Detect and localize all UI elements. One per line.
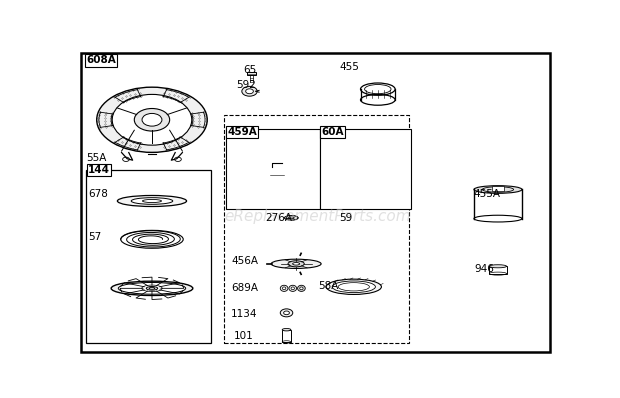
Ellipse shape [293, 263, 299, 265]
Ellipse shape [288, 261, 304, 267]
Polygon shape [350, 155, 379, 190]
Ellipse shape [280, 285, 288, 291]
Text: 455: 455 [339, 62, 359, 72]
Circle shape [280, 309, 293, 317]
Circle shape [112, 94, 192, 145]
Text: 592: 592 [236, 80, 256, 90]
Ellipse shape [298, 285, 305, 291]
Polygon shape [352, 157, 360, 172]
Ellipse shape [489, 265, 507, 268]
Bar [224, 115, 409, 343]
Ellipse shape [474, 185, 522, 193]
Ellipse shape [146, 287, 157, 290]
Text: eReplacementParts.com: eReplacementParts.com [224, 209, 411, 224]
Text: 60A: 60A [322, 127, 344, 137]
Circle shape [246, 89, 254, 94]
Ellipse shape [271, 259, 321, 268]
Ellipse shape [288, 217, 294, 219]
Ellipse shape [289, 285, 296, 291]
Text: 58A: 58A [317, 281, 338, 291]
Text: 456A: 456A [231, 256, 259, 266]
Text: 459A: 459A [228, 127, 257, 137]
Bar [282, 330, 291, 342]
Text: 65: 65 [243, 64, 257, 74]
Ellipse shape [282, 328, 291, 331]
Circle shape [123, 157, 130, 162]
Text: 1134: 1134 [231, 309, 258, 319]
Bar [247, 72, 256, 75]
Ellipse shape [149, 287, 155, 289]
Text: 455A: 455A [474, 189, 501, 199]
Circle shape [175, 157, 181, 162]
Ellipse shape [326, 279, 381, 295]
Ellipse shape [291, 287, 294, 290]
Text: 678: 678 [88, 189, 108, 199]
Text: 689A: 689A [231, 283, 259, 293]
Ellipse shape [332, 281, 375, 293]
Ellipse shape [299, 287, 303, 290]
Polygon shape [352, 157, 360, 172]
Text: 101: 101 [234, 331, 254, 341]
Text: 144: 144 [88, 165, 110, 175]
Text: 276A: 276A [265, 213, 292, 223]
Circle shape [135, 109, 170, 131]
Ellipse shape [111, 281, 193, 295]
Polygon shape [356, 160, 374, 185]
Polygon shape [350, 155, 379, 190]
Ellipse shape [285, 216, 298, 220]
Bar [489, 266, 507, 273]
Ellipse shape [97, 87, 207, 152]
Bar [492, 186, 503, 191]
Bar [270, 166, 284, 183]
Text: 55A: 55A [86, 154, 107, 164]
Bar [320, 129, 412, 209]
Bar [86, 170, 211, 343]
Ellipse shape [131, 198, 173, 204]
Ellipse shape [117, 195, 187, 207]
Text: 59: 59 [339, 213, 353, 223]
Polygon shape [356, 160, 374, 185]
Ellipse shape [288, 217, 294, 219]
Bar [270, 166, 284, 183]
Ellipse shape [283, 287, 286, 290]
Ellipse shape [285, 216, 298, 220]
Ellipse shape [118, 283, 185, 294]
Text: 608A: 608A [86, 55, 116, 65]
Circle shape [142, 113, 162, 126]
Bar [226, 129, 320, 209]
Text: 57: 57 [88, 232, 101, 242]
Text: 946: 946 [474, 264, 494, 274]
Circle shape [242, 86, 257, 96]
Circle shape [283, 311, 290, 315]
